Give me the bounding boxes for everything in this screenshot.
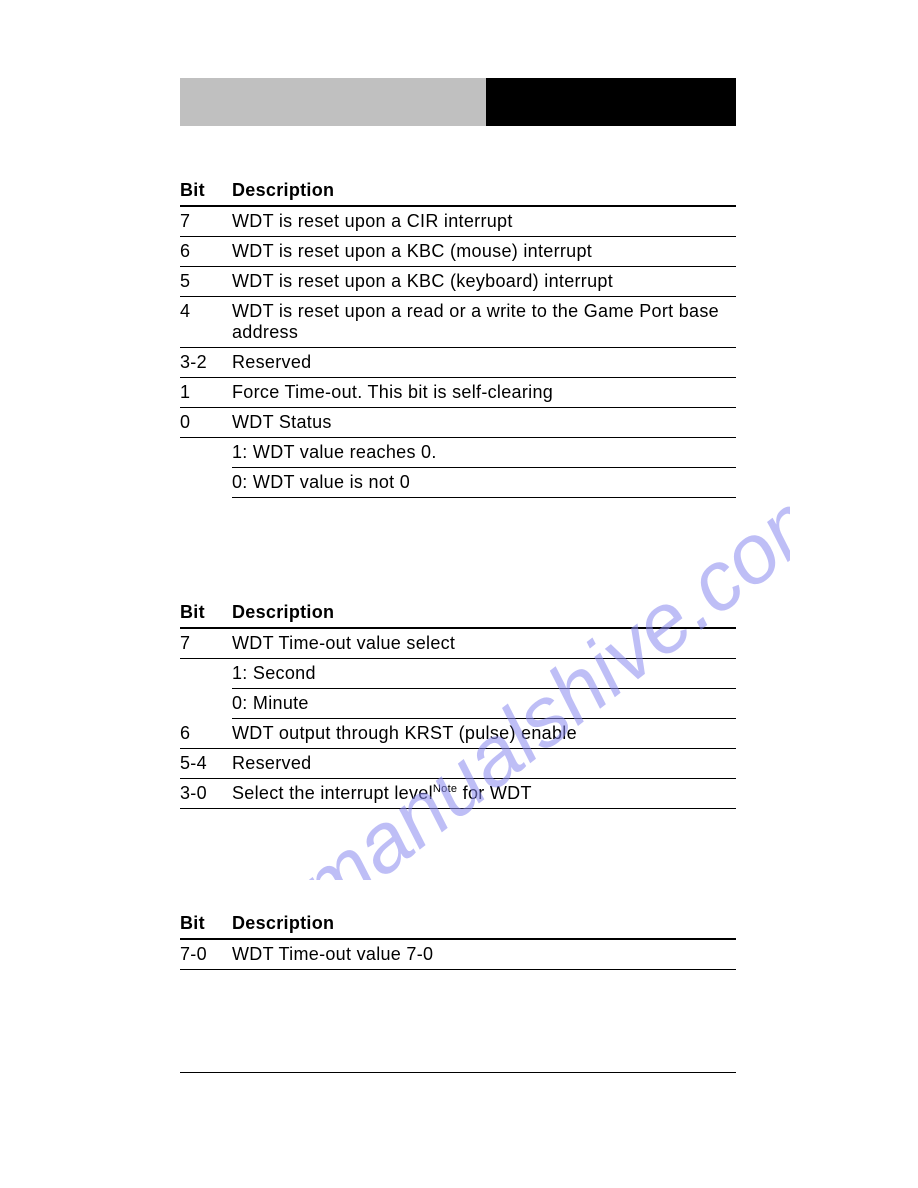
table-row: 0: WDT value is not 0 (180, 468, 736, 498)
table3-header-bit: Bit (180, 909, 232, 939)
table-row: 1: WDT value reaches 0. (180, 438, 736, 468)
table-row: 7WDT is reset upon a CIR interrupt (180, 206, 736, 237)
header-black-block (486, 78, 736, 126)
table-row: 3-2Reserved (180, 348, 736, 378)
header-bar (180, 78, 736, 126)
table-1: Bit Description 7WDT is reset upon a CIR… (180, 176, 736, 498)
note-superscript: Note (433, 783, 457, 795)
table-row: 1: Second (180, 659, 736, 689)
table-row: 6WDT output through KRST (pulse) enable (180, 719, 736, 749)
table-row: 7-0WDT Time-out value 7-0 (180, 939, 736, 970)
table-row: 3-0Select the interrupt levelNote for WD… (180, 779, 736, 809)
interrupt-level-cell: Select the interrupt levelNote for WDT (232, 779, 736, 809)
header-gray-block (180, 78, 486, 126)
table-row: 5WDT is reset upon a KBC (keyboard) inte… (180, 267, 736, 297)
table-2: Bit Description 7WDT Time-out value sele… (180, 598, 736, 809)
table-row: 7WDT Time-out value select (180, 628, 736, 659)
table-3: Bit Description 7-0WDT Time-out value 7-… (180, 909, 736, 970)
table-row: 0: Minute (180, 689, 736, 719)
table-row: 6WDT is reset upon a KBC (mouse) interru… (180, 237, 736, 267)
table-row: 5-4Reserved (180, 749, 736, 779)
page-content: Bit Description 7WDT is reset upon a CIR… (180, 176, 736, 970)
table3-header-desc: Description (232, 909, 736, 939)
table-row: 1Force Time-out. This bit is self-cleari… (180, 378, 736, 408)
table2-header-desc: Description (232, 598, 736, 628)
table1-header-desc: Description (232, 176, 736, 206)
footer-divider (180, 1072, 736, 1073)
table-row: 0WDT Status (180, 408, 736, 438)
table-row: 4WDT is reset upon a read or a write to … (180, 297, 736, 348)
table2-header-bit: Bit (180, 598, 232, 628)
table1-header-bit: Bit (180, 176, 232, 206)
